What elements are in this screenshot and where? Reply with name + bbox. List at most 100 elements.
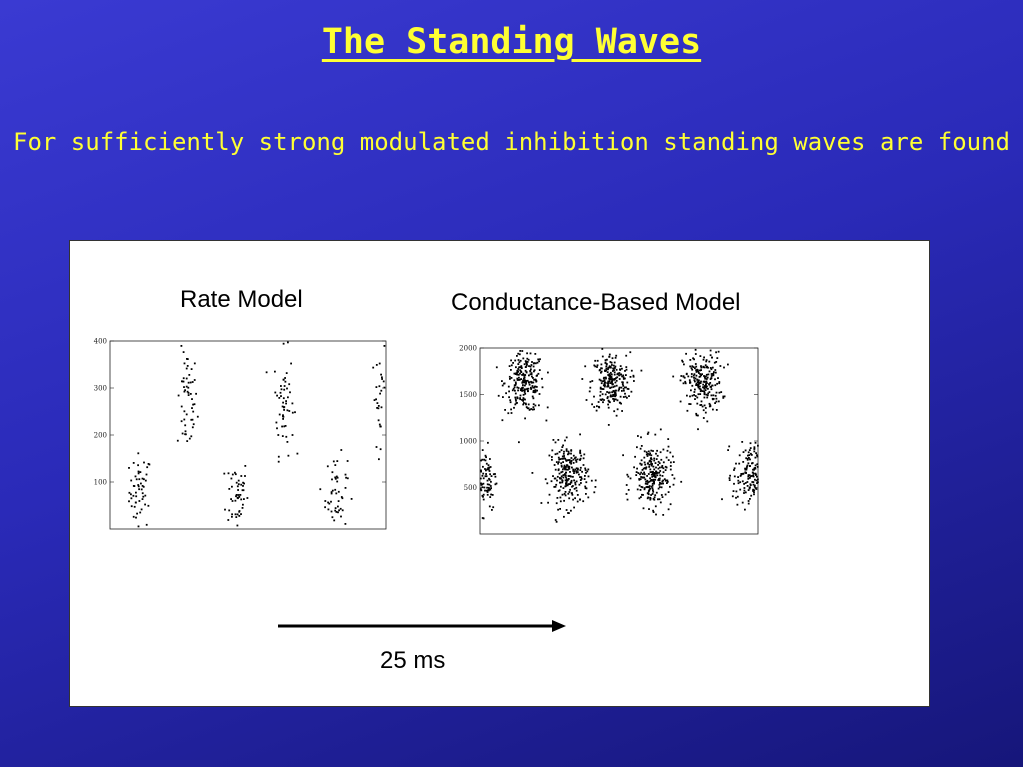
spike-point: [136, 512, 138, 515]
spike-point: [705, 373, 708, 376]
spike-point: [336, 480, 339, 483]
spike-point: [565, 483, 568, 486]
spike-point: [480, 469, 482, 472]
spike-point: [567, 466, 570, 469]
spike-point: [518, 441, 520, 444]
spike-point: [608, 366, 611, 369]
spike-point: [705, 386, 707, 389]
spike-point: [486, 491, 489, 493]
spike-point: [564, 494, 567, 497]
spike-point: [579, 498, 581, 501]
spike-point: [377, 405, 380, 407]
spike-point: [243, 482, 245, 485]
spike-point: [513, 379, 516, 382]
spike-point: [643, 471, 645, 474]
spike-point: [706, 382, 708, 384]
spike-point: [614, 391, 617, 394]
spike-point: [703, 390, 706, 393]
spike-point: [238, 515, 241, 517]
spike-point: [602, 388, 605, 390]
spike-point: [680, 375, 683, 377]
spike-point: [711, 366, 714, 369]
spike-point: [265, 371, 268, 374]
spike-point: [633, 466, 635, 469]
spike-point: [707, 366, 709, 369]
spike-point: [529, 365, 532, 368]
spike-point: [479, 477, 482, 480]
spike-point: [621, 375, 623, 378]
spike-point: [602, 384, 605, 387]
spike-point: [344, 487, 347, 489]
spike-point: [140, 488, 143, 491]
spike-point: [585, 481, 588, 484]
spike-point: [686, 409, 689, 412]
spike-point: [236, 496, 239, 499]
spike-point: [625, 374, 627, 376]
spike-point: [640, 445, 643, 447]
spike-point: [494, 483, 497, 486]
spike-point: [662, 482, 664, 485]
spike-point: [747, 502, 750, 505]
spike-point: [183, 418, 186, 421]
spike-point: [516, 371, 519, 374]
spike-point: [652, 511, 655, 513]
spike-point: [520, 370, 522, 373]
spike-point: [615, 377, 617, 380]
spike-point: [593, 395, 595, 398]
spike-point: [533, 370, 535, 373]
spike-point: [654, 475, 656, 478]
spike-point: [710, 368, 713, 371]
spike-point: [640, 436, 642, 439]
spike-point: [697, 414, 699, 417]
spike-point: [291, 434, 294, 436]
spike-point: [188, 437, 191, 440]
spike-point: [512, 362, 514, 364]
spike-point: [747, 462, 750, 465]
spike-point: [558, 458, 561, 461]
spike-point: [597, 401, 600, 403]
spike-point: [615, 384, 618, 387]
spike-point: [613, 410, 616, 413]
spike-point: [709, 378, 712, 380]
spike-point: [524, 398, 526, 401]
spike-point: [285, 372, 288, 374]
spike-point: [646, 483, 649, 485]
spike-point: [647, 493, 650, 496]
spike-point: [746, 464, 749, 467]
spike-point: [661, 496, 664, 498]
spike-point: [572, 475, 574, 478]
spike-point: [656, 474, 659, 477]
spike-point: [643, 450, 646, 453]
spike-point: [727, 449, 729, 451]
spike-point: [622, 384, 625, 387]
spike-point: [696, 381, 699, 384]
spike-point: [579, 433, 581, 436]
spike-point: [517, 359, 520, 361]
spike-point: [750, 494, 753, 497]
spike-point: [180, 345, 183, 347]
spike-point: [579, 466, 582, 469]
spike-point: [601, 398, 604, 401]
spike-point: [191, 381, 194, 383]
spike-point: [662, 471, 665, 474]
spike-point: [284, 380, 287, 383]
spike-point: [694, 377, 697, 380]
spike-point: [517, 389, 519, 392]
spike-point: [488, 486, 490, 489]
spike-point: [661, 475, 664, 477]
spike-point: [530, 368, 532, 371]
spike-point: [575, 471, 578, 474]
spike-point: [612, 370, 614, 372]
spike-point: [662, 448, 665, 451]
spike-point: [334, 477, 337, 480]
spike-point: [650, 458, 653, 461]
spike-point: [144, 494, 147, 497]
spike-point: [669, 503, 672, 506]
spike-point: [659, 470, 662, 472]
spike-point: [558, 472, 561, 475]
spike-point: [659, 482, 661, 484]
spike-point: [641, 473, 644, 475]
spike-point: [285, 435, 288, 438]
spike-point: [624, 392, 626, 395]
spike-point: [720, 391, 723, 393]
